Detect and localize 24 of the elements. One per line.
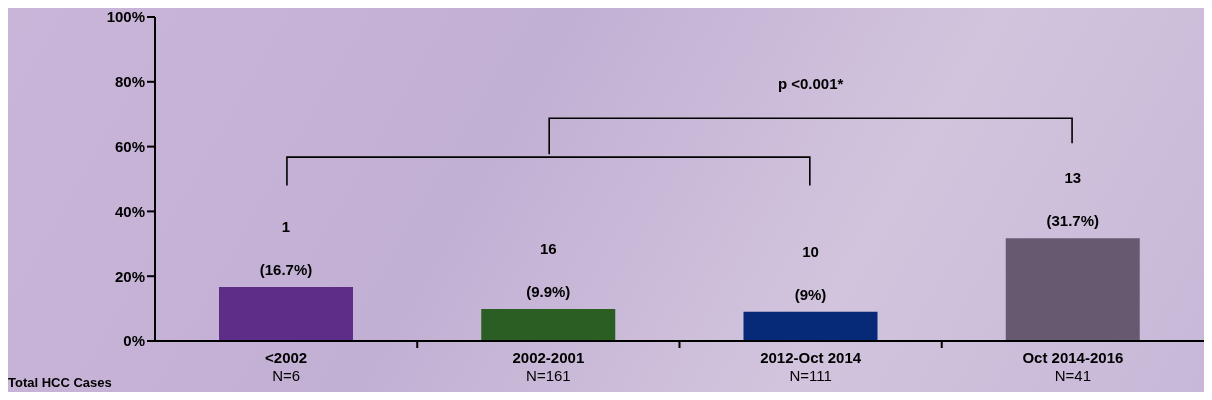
y-tick-label: 0% [123, 332, 145, 350]
x-tick-label: 2012-Oct 2014 N=111 [760, 349, 862, 384]
data-label: (16.7%) [259, 260, 313, 278]
text: Total HCC Cases [8, 375, 112, 390]
annotation: 1 [281, 217, 291, 235]
bar [743, 311, 878, 341]
data-label: (9%) [794, 285, 827, 303]
bar [219, 286, 353, 341]
annotation: 10 [802, 242, 819, 260]
data-label: (9.9%) [526, 282, 571, 300]
data-label: (31.7%) [1046, 212, 1100, 230]
x-tick-label: Oct 2014-2016 N=41 [1022, 349, 1124, 384]
x-tick-label: <2002 N=6 [265, 349, 308, 384]
y-tick-label: 60% [114, 137, 145, 155]
bar [1005, 238, 1140, 341]
x-tick-label: 2002-2001 N=161 [512, 349, 585, 384]
annotation: 16 [539, 239, 557, 257]
annotation: p <0.001* [777, 75, 844, 93]
annotation: 13 [1064, 169, 1082, 187]
y-tick-label: 80% [114, 73, 145, 91]
y-tick-label: 20% [114, 267, 145, 285]
y-tick-label: 100% [106, 8, 145, 26]
y-tick-label: 40% [114, 202, 145, 220]
bar [481, 308, 616, 341]
